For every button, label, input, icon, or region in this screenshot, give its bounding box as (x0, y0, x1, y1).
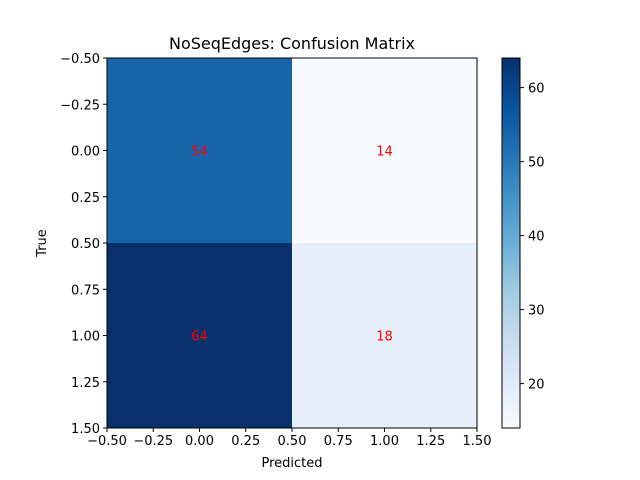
heatmap-cell (107, 243, 292, 428)
colorbar (501, 57, 521, 429)
colorbar-tick-label: 30 (528, 304, 545, 319)
y-tick-label: −0.50 (60, 52, 100, 67)
x-tick-label: −0.25 (133, 434, 173, 449)
y-tick-label: −0.25 (60, 98, 100, 113)
x-tick-label: 1.00 (370, 434, 399, 449)
x-tick-label: 0.00 (185, 434, 214, 449)
y-tick-label: 0.00 (71, 145, 100, 160)
x-tick-label: 0.50 (278, 434, 307, 449)
heatmap-cell-labels: 54 14 64 18 (191, 145, 393, 345)
colorbar-tick-label: 20 (528, 378, 545, 393)
heatmap-cell (292, 58, 477, 243)
y-axis-label: True (35, 229, 50, 258)
x-axis-label: Predicted (261, 456, 322, 471)
y-axis: −0.50 −0.25 0.00 0.25 0.50 0.75 1.00 1.25 1.50 (60, 52, 107, 437)
colorbar-tick-label: 60 (528, 82, 545, 97)
y-tick-label: 0.25 (71, 191, 100, 206)
cell-value-label: 18 (376, 330, 393, 345)
y-tick-label: 1.25 (71, 376, 100, 391)
x-tick-label: −0.50 (87, 434, 127, 449)
cell-value-label: 54 (191, 145, 208, 160)
colorbar-tick-label: 50 (528, 156, 545, 171)
cell-value-label: 14 (376, 145, 393, 160)
y-tick-label: 1.00 (71, 330, 100, 345)
cell-value-label: 64 (191, 330, 208, 345)
x-tick-label: 1.50 (463, 434, 492, 449)
colorbar-tick-label: 40 (528, 230, 545, 245)
heatmap-cell (107, 58, 292, 243)
y-tick-label: 0.75 (71, 283, 100, 298)
heatmap-cell (292, 243, 477, 428)
x-tick-label: 1.25 (416, 434, 445, 449)
x-tick-label: 0.75 (324, 434, 353, 449)
colorbar-ticks: 20 30 40 50 60 (520, 82, 545, 393)
x-axis: −0.50 −0.25 0.00 0.25 0.50 0.75 1.00 1.25 1.50 (87, 428, 491, 449)
x-tick-label: 0.25 (231, 434, 260, 449)
chart-title: NoSeqEdges: Confusion Matrix (169, 34, 415, 53)
y-tick-label: 0.50 (71, 237, 100, 252)
y-tick-label: 1.50 (71, 422, 100, 437)
heatmap-cells (107, 58, 477, 428)
